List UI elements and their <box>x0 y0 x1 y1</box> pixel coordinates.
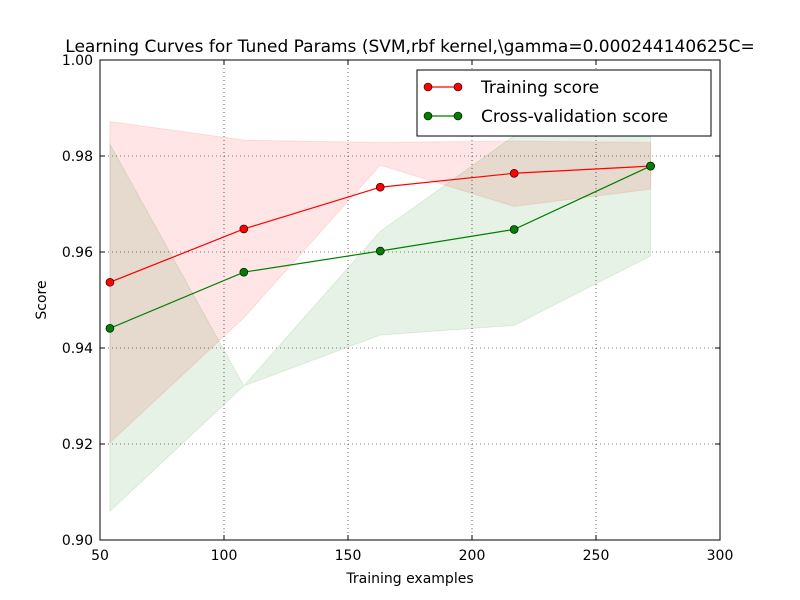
x-tick-label: 100 <box>211 548 238 564</box>
x-tick-label: 200 <box>459 548 486 564</box>
y-tick-label: 0.94 <box>62 341 93 357</box>
training-score-point <box>105 277 115 287</box>
chart-title: Learning Curves for Tuned Params (SVM,rb… <box>65 37 754 57</box>
cross-validation-score-point <box>509 225 519 234</box>
legend-marker-training <box>453 82 463 92</box>
x-axis-ticks: 50 100 150 200 250 300 <box>91 60 733 564</box>
y-axis-ticks: 0.90 0.92 0.94 0.96 0.98 1.00 <box>62 53 720 549</box>
legend: Training score Cross-validation score <box>416 69 712 137</box>
legend-marker-cross-validation <box>423 111 433 121</box>
y-tick-label: 0.90 <box>62 533 93 549</box>
band-training <box>109 120 652 444</box>
y-tick-label: 0.98 <box>62 149 93 165</box>
legend-label-training: Training score <box>480 78 599 98</box>
legend-marker-cross-validation <box>453 111 463 121</box>
training-score-point <box>509 168 519 178</box>
y-tick-label: 0.96 <box>62 245 93 261</box>
legend-label-cross-validation: Cross-validation score <box>481 107 668 127</box>
legend-marker-training <box>423 82 433 92</box>
x-tick-label: 250 <box>583 548 610 564</box>
cross-validation-score-point <box>375 246 385 256</box>
plot-frame <box>99 59 721 541</box>
y-axis-label: Score <box>34 280 50 319</box>
grid-lines <box>100 60 720 540</box>
legend-box <box>416 69 712 137</box>
x-axis-label: Training examples <box>345 571 473 587</box>
y-tick-label: 1.00 <box>62 53 93 69</box>
training-score-point <box>375 182 385 192</box>
x-tick-label: 300 <box>707 548 734 564</box>
x-tick-label: 150 <box>335 548 362 564</box>
x-tick-label: 50 <box>91 548 109 564</box>
cross-validation-score-point <box>239 267 249 277</box>
plot-area <box>99 59 721 541</box>
training-score-point <box>239 224 249 234</box>
cross-validation-score-point <box>105 324 115 333</box>
series-markers <box>105 161 655 333</box>
plot-background <box>100 60 720 540</box>
y-tick-label: 0.92 <box>62 437 93 453</box>
cross-validation-score-point <box>646 161 655 171</box>
legend-entries: Training score Cross-validation score <box>423 78 668 127</box>
